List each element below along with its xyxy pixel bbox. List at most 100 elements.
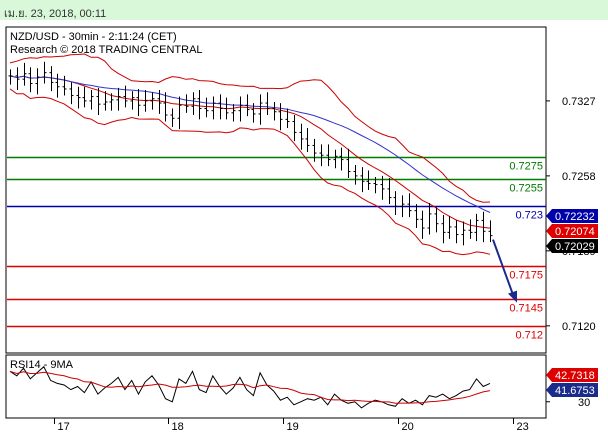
candle [197,90,202,120]
candle [481,211,486,243]
rsi-panel: 30 42.7318 41.6753 [9,365,598,409]
x-tick-label-4: 23 [517,421,529,433]
date-bar: เม.ย. 23, 2018, 00:11 [0,0,608,20]
candle [380,175,385,200]
candle [22,62,27,86]
candle [143,90,148,112]
y-tick-label-0: 0.7327 [562,96,596,108]
rsi-tag-text: 41.6753 [555,385,595,397]
time-axis: 17 18 19 20 23 [54,418,529,433]
candle [461,221,466,246]
candle [387,178,392,205]
candle [245,94,250,117]
rsi-label: RSI14 - 9MA [10,359,74,371]
candle [62,75,67,96]
candle [285,108,290,129]
candle [447,216,452,239]
bollinger-lower [9,88,491,256]
candlestick-series [8,61,493,246]
price-tag-0: 0.72232 [546,209,598,223]
x-tick-label-0: 17 [58,421,70,433]
candle [89,90,94,110]
rsi-tag-0: 42.7318 [546,368,598,382]
candle [150,92,155,110]
candle [414,204,419,229]
candle [305,128,310,152]
candle [218,94,223,120]
rsi-plot-frame [5,354,547,419]
candle [103,91,108,111]
level-label-1: 0.7255 [509,183,543,195]
candle [278,103,283,131]
candle [204,97,209,118]
candle [468,219,473,239]
timestamp-label: เม.ย. 23, 2018, 00:11 [4,8,107,20]
y-tick-label-1: 0.7258 [562,171,596,183]
candle [420,210,425,239]
chart-title: NZD/USD - 30min - 2:11:24 (CET) [10,31,177,43]
candle [211,96,216,120]
rsi-y-tick-label-0: 30 [578,397,590,409]
price-tag-bg [546,224,598,238]
candle [35,68,40,95]
candle [299,123,304,150]
moving-average-line [9,75,491,213]
candle [130,91,135,110]
level-label-4: 0.7145 [509,303,543,315]
candle [82,86,87,108]
candle [272,101,277,121]
price-tag-text: 0.72232 [555,211,595,223]
bollinger-upper [9,53,491,203]
candle [373,176,378,194]
price-tags: 0.72232 0.72074 0.72029 [546,209,598,253]
price-tag-text: 0.72029 [555,241,595,253]
price-tag-text: 0.72074 [555,226,595,238]
chart-subtitle: Research © 2018 TRADING CENTRAL [10,44,203,56]
candle [238,96,243,122]
x-tick-label-2: 19 [287,421,299,433]
candle [488,220,493,243]
rsi-line [9,365,491,409]
candle [312,138,317,162]
level-label-5: 0.712 [515,330,543,342]
rsi-tag-1: 41.6753 [546,383,598,397]
x-tick-label-1: 18 [172,421,184,433]
candle [177,96,182,130]
price-tag-2: 0.72029 [546,239,598,253]
candle [265,92,270,116]
horizontal-levels: 0.7275 0.7255 0.723 0.7175 0.7145 0.712 [7,156,546,342]
candle [123,85,128,108]
candle [42,61,47,84]
candle [8,69,13,85]
candle [441,214,446,244]
candle [170,108,175,127]
y-tick-label-3: 0.7120 [562,321,596,333]
candle [96,87,101,116]
main-plot-frame [5,26,547,354]
bollinger-middle [9,75,491,229]
level-label-0: 0.7275 [509,161,543,173]
arrow-head [508,290,517,303]
level-label-3: 0.7175 [509,270,543,282]
candle [116,87,121,111]
candle [258,94,263,125]
price-tag-bg [546,239,598,253]
candle [360,167,365,193]
candle [339,147,344,171]
price-tag-1: 0.72074 [546,224,598,238]
candle [15,67,20,91]
candle [224,97,229,120]
candle [366,170,371,190]
candle [184,94,189,113]
rsi-tag-bg [546,368,598,382]
candle [393,191,398,215]
projection-arrow [492,239,517,303]
candle [136,88,141,117]
candle [474,213,479,242]
candle [69,82,74,105]
candle [49,66,54,92]
candle [231,104,236,122]
candle [191,92,196,116]
